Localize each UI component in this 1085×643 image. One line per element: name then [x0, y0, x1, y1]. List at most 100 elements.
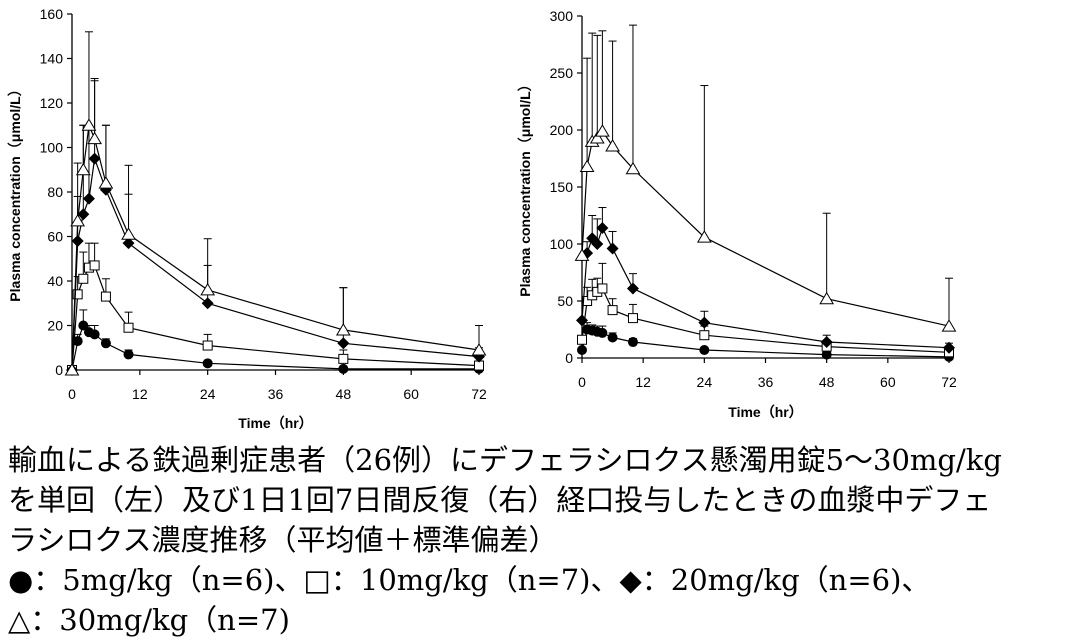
data-point-triangle	[625, 161, 641, 175]
data-point-diamond	[943, 341, 955, 354]
data-point-circle	[338, 363, 349, 374]
series-triangle-open	[574, 24, 957, 332]
x-tick-label: 0	[68, 386, 76, 402]
data-point-triangle	[75, 162, 91, 176]
x-tick-label: 36	[758, 374, 774, 390]
y-tick-label: 60	[47, 229, 63, 245]
data-point-triangle	[605, 138, 620, 152]
y-axis-label: Plasma concentration（μmol/L）	[7, 82, 23, 301]
data-point-triangle	[200, 282, 216, 296]
data-point-square	[627, 313, 638, 324]
x-tick-label: 48	[819, 374, 835, 390]
y-axis-label: Plasma concentration（μmol/L）	[517, 77, 533, 296]
data-point-diamond	[576, 314, 588, 327]
data-point-square	[72, 289, 83, 300]
data-point-square	[89, 260, 100, 271]
data-point-diamond	[201, 297, 214, 310]
series-line	[71, 324, 479, 371]
x-tick-label: 12	[635, 374, 651, 390]
x-tick-label: 24	[697, 374, 713, 390]
x-tick-label: 72	[941, 374, 957, 390]
left-chart-single-dose: 0 20 40 60 80 100 120 140 160 0 12 24 36 48 60 72 Plasma…	[7, 6, 487, 431]
y-tick-label: 100	[550, 236, 574, 252]
caption-legend-line-1: ●：5mg/kg（n=6)、□：10mg/kg（n=7)、◆：20mg/kg（n…	[8, 563, 931, 597]
data-point-square	[78, 273, 89, 284]
data-point-triangle	[87, 131, 102, 145]
y-tick-label: 140	[40, 51, 64, 67]
series-circle-filled	[67, 309, 484, 375]
x-axis-label: Time（hr）	[238, 415, 312, 431]
data-point-square	[582, 296, 593, 306]
x-tick-label: 12	[132, 386, 148, 402]
data-point-circle	[78, 320, 89, 331]
data-point-triangle	[579, 159, 595, 172]
x-tick-label: 60	[880, 374, 896, 390]
data-point-triangle	[98, 176, 114, 189]
data-point-triangle	[335, 322, 351, 336]
x-tick-label: 48	[336, 386, 352, 402]
y-tick-label: 0	[565, 350, 573, 366]
x-tick-label: 72	[471, 386, 487, 402]
y-tick-label: 250	[550, 65, 574, 81]
x-tick-label: 60	[403, 386, 419, 402]
data-point-circle	[597, 327, 608, 338]
data-point-circle	[123, 349, 134, 360]
data-point-square	[597, 283, 608, 294]
series-line	[71, 123, 480, 371]
data-point-diamond	[606, 242, 619, 255]
y-tick-label: 120	[40, 95, 64, 111]
data-point-diamond	[82, 192, 95, 205]
data-point-triangle	[81, 118, 97, 131]
y-tick-label: 160	[40, 6, 64, 22]
x-axis-label: Time（hr）	[728, 404, 802, 420]
y-tick-label: 80	[47, 184, 63, 200]
x-tick-label: 24	[200, 386, 216, 402]
data-point-triangle	[121, 227, 136, 240]
data-point-triangle	[696, 230, 712, 243]
data-point-circle	[821, 349, 832, 360]
y-tick-label: 300	[550, 8, 574, 24]
y-tick-label: 40	[47, 273, 63, 289]
y-tick-label: 0	[55, 362, 63, 378]
data-point-square	[123, 322, 134, 333]
data-point-triangle	[941, 319, 957, 332]
caption-line-1: 輸血による鉄過剰症患者（26例）にデフェラシロクス懸濁用錠5～30mg/kg	[8, 443, 1002, 477]
right-chart-repeated-dose: 0 50 100 150 200 250 300 0 12 24 36 48 60 72 Plasma co…	[517, 8, 957, 420]
data-point-circle	[699, 345, 710, 356]
data-point-circle	[72, 336, 83, 347]
data-point-triangle	[574, 248, 590, 261]
caption-line-3: ラシロクス濃度推移（平均値＋標準偏差）	[8, 523, 558, 557]
series-diamond-filled	[576, 207, 955, 354]
series-circle-filled	[577, 322, 954, 362]
data-point-circle	[202, 358, 213, 369]
series-triangle-open	[64, 31, 487, 376]
y-tick-label: 20	[47, 318, 63, 334]
y-tick-label: 100	[40, 140, 64, 156]
data-point-triangle	[70, 213, 86, 227]
data-point-circle	[89, 329, 100, 340]
data-point-square	[577, 334, 587, 345]
data-point-circle	[577, 345, 587, 356]
x-tick-label: 0	[578, 374, 586, 390]
data-point-circle	[607, 332, 618, 343]
x-tick-label: 36	[268, 386, 284, 402]
data-point-diamond	[88, 152, 101, 165]
data-point-triangle	[589, 130, 605, 144]
data-point-diamond	[591, 238, 604, 250]
series-line	[581, 130, 950, 327]
data-point-circle	[627, 337, 638, 348]
data-point-diamond	[77, 208, 90, 221]
series-line	[71, 264, 480, 371]
data-point-diamond	[596, 222, 609, 235]
caption-line-2: を単回（左）及び1日1回7日間反復（右）経口投与したときの血漿中デフェ	[8, 483, 992, 517]
data-point-diamond	[820, 336, 833, 349]
series-line	[581, 226, 950, 349]
data-point-triangle	[595, 124, 610, 137]
data-point-square	[699, 330, 710, 341]
data-point-diamond	[698, 316, 711, 329]
figure-caption: 輸血による鉄過剰症患者（26例）にデフェラシロクス懸濁用錠5～30mg/kg を…	[8, 440, 1083, 640]
y-tick-label: 150	[550, 179, 574, 195]
data-point-square	[202, 340, 213, 351]
data-point-triangle	[64, 363, 80, 376]
